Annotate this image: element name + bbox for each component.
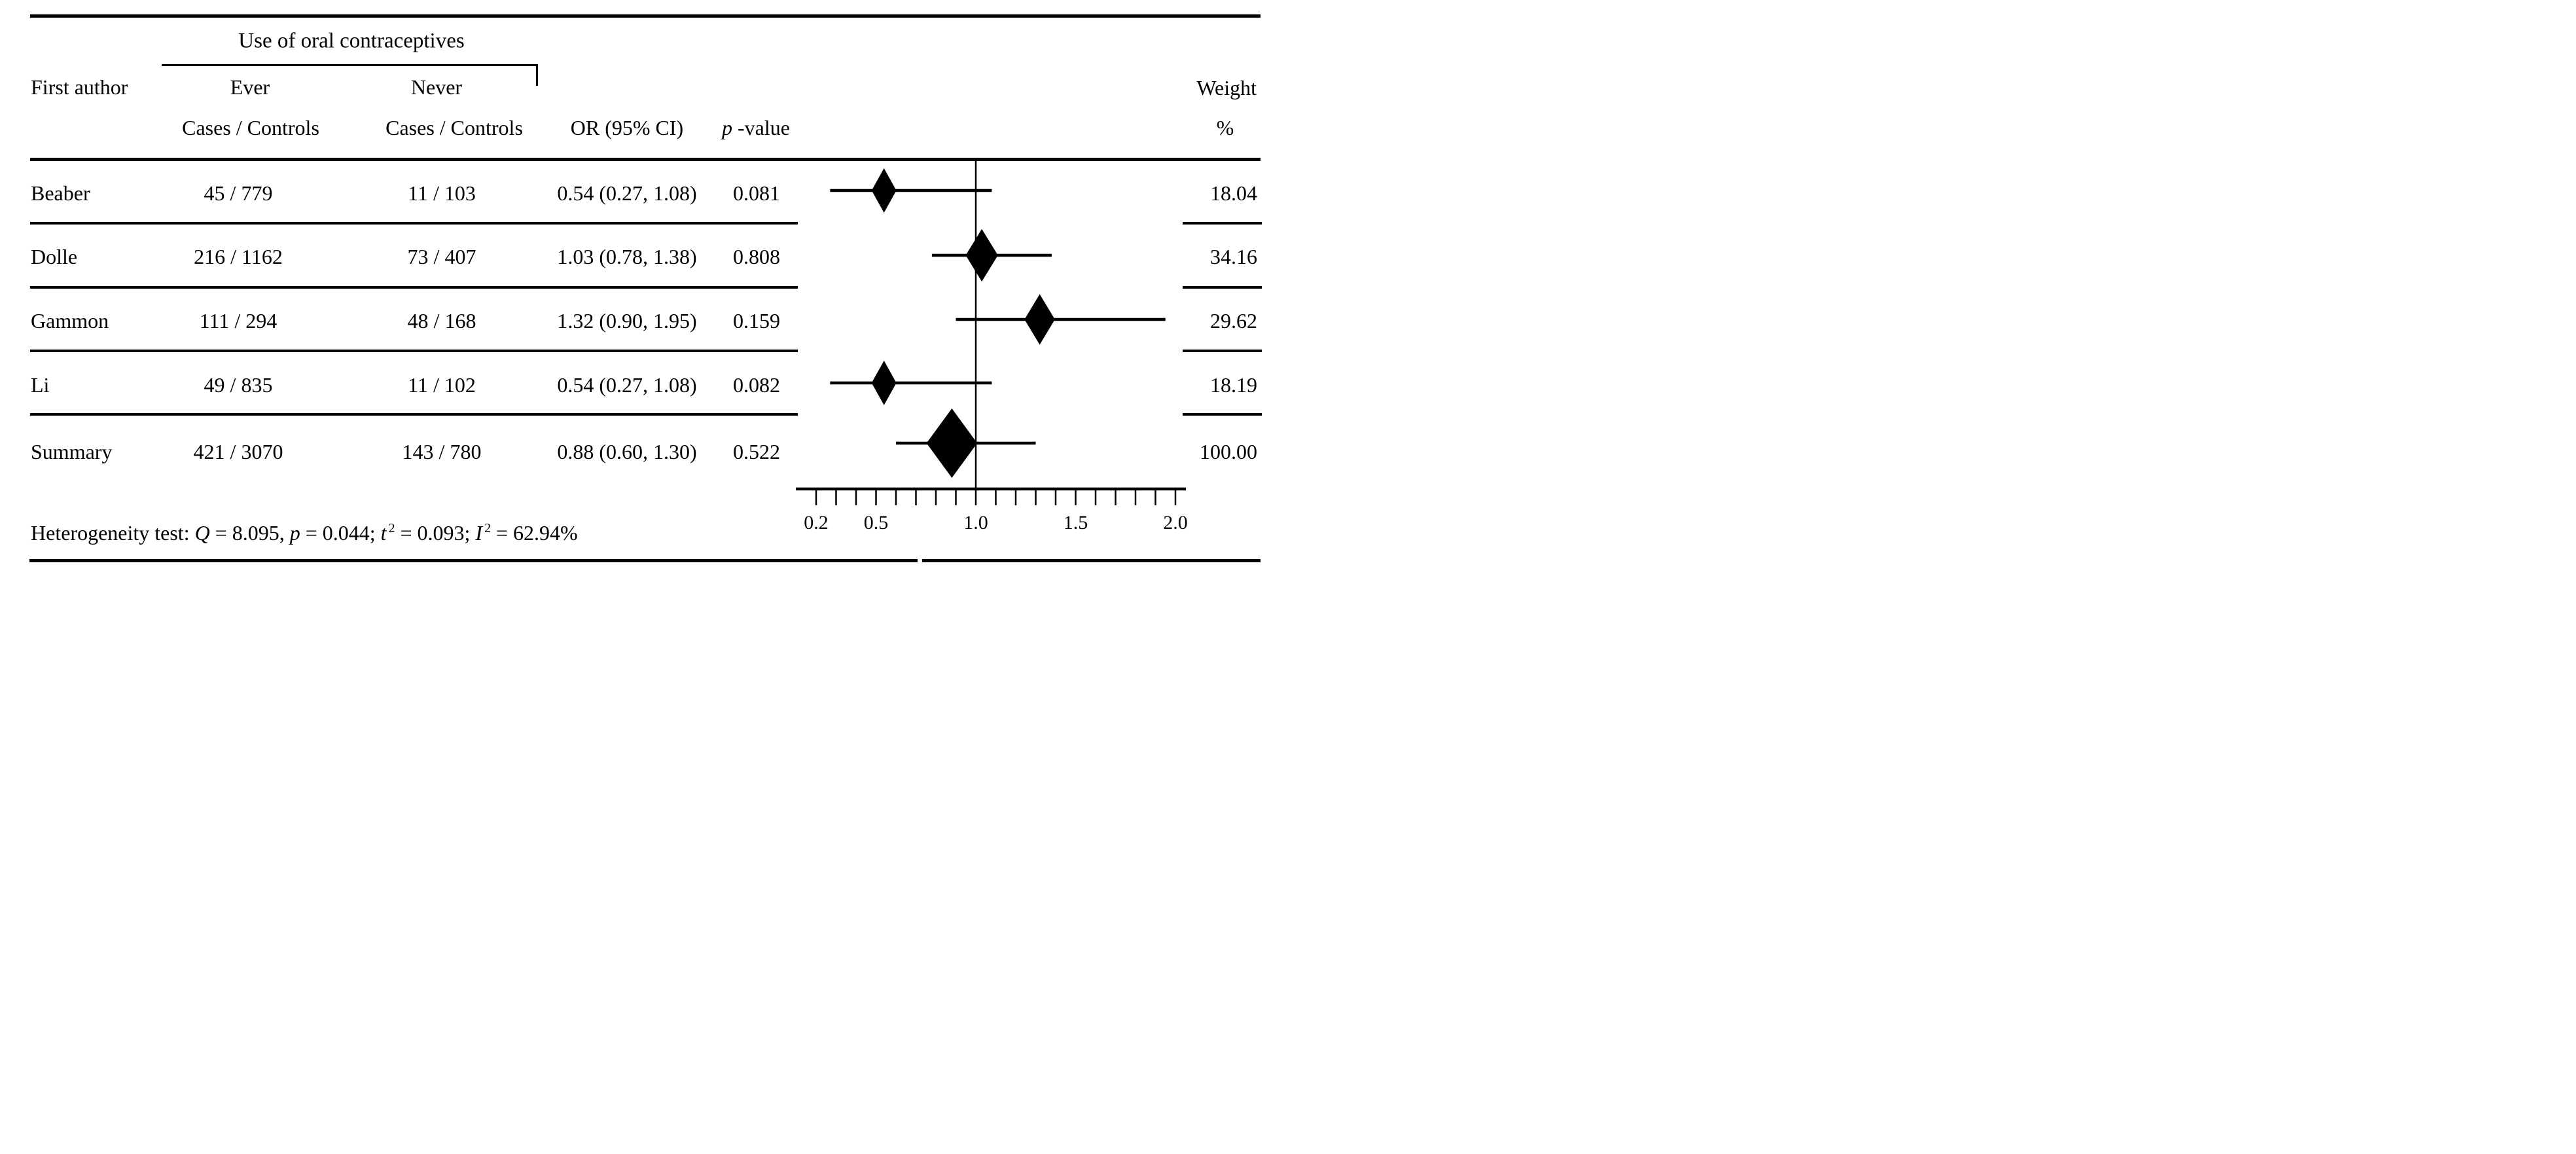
row-separator-right	[1183, 350, 1262, 352]
axis-tick-label: 0.2	[804, 512, 829, 533]
axis-tick-label: 2.0	[1163, 512, 1188, 533]
row-separator-left	[30, 222, 798, 225]
axis-tick-label: 0.5	[864, 512, 889, 533]
row-or-ci: 0.88 (0.60, 1.30)	[557, 440, 697, 463]
row-weight: 18.19	[1210, 373, 1257, 397]
row-p-value: 0.808	[733, 245, 780, 268]
header-never: Never	[410, 75, 463, 99]
header-or-ci: OR (95% CI)	[570, 116, 684, 139]
row-author: Dolle	[31, 245, 78, 268]
row-separator-right	[1183, 286, 1262, 289]
row-author: Summary	[31, 440, 113, 463]
row-p-value: 0.522	[733, 440, 780, 463]
column-group-title: Use of oral contraceptives	[238, 29, 465, 53]
column-group-bracket-drop	[536, 64, 538, 86]
header-weight: Weight	[1196, 76, 1257, 99]
forest-diamond	[965, 228, 998, 282]
row-weight: 18.04	[1210, 181, 1257, 205]
row-or-ci: 0.54 (0.27, 1.08)	[557, 181, 697, 205]
row-weight: 100.00	[1200, 440, 1257, 463]
bottom-rule-left	[29, 559, 918, 562]
row-separator-left	[30, 286, 798, 289]
row-ever-cases-controls: 111 / 294	[199, 309, 277, 333]
row-never-cases-controls: 73 / 407	[407, 245, 476, 268]
row-never-cases-controls: 48 / 168	[407, 309, 476, 333]
header-rule	[30, 158, 1261, 161]
axis-tick-label: 1.0	[963, 512, 988, 533]
row-ever-cases-controls: 45 / 779	[204, 181, 273, 205]
row-never-cases-controls: 11 / 103	[408, 181, 476, 205]
row-p-value: 0.159	[733, 309, 780, 333]
column-group-bracket-line	[162, 64, 538, 66]
row-p-value: 0.082	[733, 373, 780, 397]
row-separator-left	[30, 350, 798, 352]
row-never-cases-controls: 143 / 780	[402, 440, 482, 463]
axis-tick-label: 1.5	[1064, 512, 1088, 533]
summary-diamond	[926, 408, 978, 478]
bottom-rule-right	[922, 559, 1261, 562]
row-separator-right	[1183, 222, 1262, 225]
row-weight: 34.16	[1210, 245, 1257, 268]
top-rule	[30, 14, 1261, 18]
row-or-ci: 0.54 (0.27, 1.08)	[557, 373, 697, 397]
row-weight: 29.62	[1210, 309, 1257, 333]
row-author: Li	[31, 373, 50, 397]
forest-diamond	[871, 168, 897, 213]
header-p-value: p -value	[722, 116, 790, 139]
row-or-ci: 1.03 (0.78, 1.38)	[557, 245, 697, 268]
heterogeneity-note: Heterogeneity test: Q = 8.095, p = 0.044…	[31, 521, 578, 545]
header-cases-controls-ever: Cases / Controls	[182, 116, 319, 139]
header-cases-controls-never: Cases / Controls	[385, 116, 523, 139]
row-ever-cases-controls: 421 / 3070	[193, 440, 283, 463]
row-never-cases-controls: 11 / 102	[408, 373, 476, 397]
row-ever-cases-controls: 49 / 835	[204, 373, 273, 397]
forest-plot-figure: Use of oral contraceptives First author …	[0, 0, 1288, 577]
header-percent: %	[1216, 116, 1234, 139]
row-ever-cases-controls: 216 / 1162	[194, 245, 283, 268]
row-separator-left	[30, 413, 798, 416]
forest-diamond	[871, 360, 897, 406]
header-first-author: First author	[31, 75, 128, 99]
row-p-value: 0.081	[733, 181, 780, 205]
header-ever: Ever	[230, 75, 270, 99]
row-or-ci: 1.32 (0.90, 1.95)	[557, 309, 697, 333]
forest-diamond	[1024, 294, 1055, 345]
row-separator-right	[1183, 413, 1262, 416]
row-author: Beaber	[31, 181, 90, 205]
row-author: Gammon	[31, 309, 109, 333]
forest-plot-svg: 0.2 0.5 1.0 1.5 2.0	[796, 159, 1188, 533]
